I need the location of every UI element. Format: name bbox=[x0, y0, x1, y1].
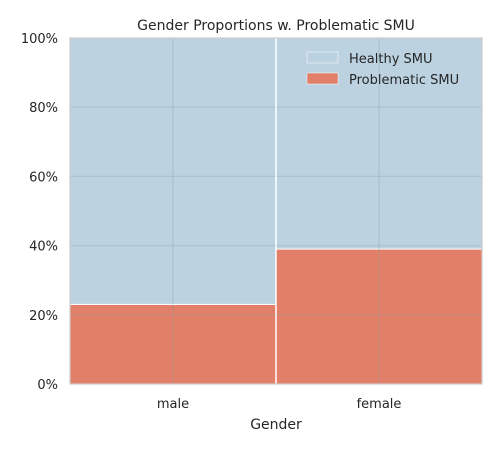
y-tick-label: 80% bbox=[29, 101, 58, 116]
chart-title: Gender Proportions w. Problematic SMU bbox=[137, 18, 415, 34]
y-tick-label: 40% bbox=[29, 240, 58, 255]
y-tick-label: 0% bbox=[37, 378, 58, 393]
bars-layer bbox=[69, 37, 483, 385]
legend-swatch bbox=[306, 72, 339, 85]
legend-label: Problematic SMU bbox=[349, 73, 459, 88]
plot-frame bbox=[69, 37, 483, 385]
x-tick-label: male bbox=[157, 397, 189, 412]
x-tick-label: female bbox=[357, 397, 402, 412]
y-tick-label: 100% bbox=[21, 32, 58, 47]
x-axis-title: Gender bbox=[250, 417, 302, 433]
bar-segment-female-problematic bbox=[275, 248, 483, 385]
x-tick-labels: male female bbox=[157, 397, 402, 412]
y-tick-labels: 0% 20% 40% 60% 80% 100% bbox=[21, 32, 58, 393]
legend-label: Healthy SMU bbox=[349, 52, 433, 67]
y-tick-label: 60% bbox=[29, 170, 58, 185]
bar-segment-male-problematic bbox=[69, 303, 277, 385]
y-tick-label: 20% bbox=[29, 309, 58, 324]
legend-swatch bbox=[306, 51, 339, 64]
legend: Healthy SMU Problematic SMU bbox=[306, 51, 459, 88]
